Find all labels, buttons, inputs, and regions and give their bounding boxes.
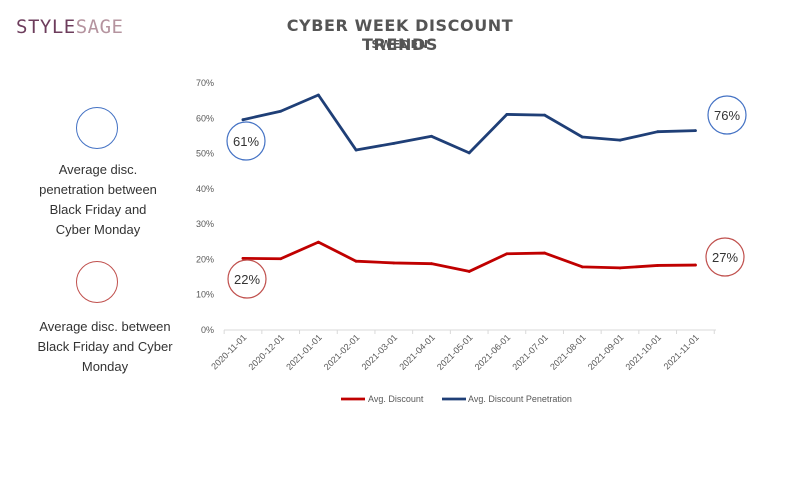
data-point — [543, 113, 546, 117]
discount-legend-circle — [76, 261, 118, 303]
legend-label: Avg. Discount — [368, 394, 424, 404]
penetration-legend-text: Average disc. penetration between Black … — [39, 162, 157, 237]
data-point — [354, 259, 358, 263]
stylesage-logo: STYLESAGE — [16, 16, 123, 38]
data-point — [430, 134, 433, 138]
x-tick-label: 2021-01-01 — [284, 332, 324, 372]
data-point — [241, 118, 245, 122]
data-point — [392, 141, 396, 145]
annotation-label: 27% — [712, 250, 738, 265]
data-point — [317, 240, 320, 244]
x-tick-label: 2021-02-01 — [322, 332, 362, 372]
x-tick-label: 2021-03-01 — [360, 332, 400, 372]
chart-subtitle: SWEDEN — [371, 38, 429, 51]
data-point — [430, 262, 433, 266]
x-tick-label: 2021-09-01 — [586, 332, 626, 372]
data-point — [354, 148, 358, 152]
x-tick-label: 2021-04-01 — [397, 332, 437, 372]
data-point — [317, 93, 320, 97]
data-point — [467, 151, 471, 155]
data-point — [656, 130, 660, 134]
x-tick-label: 2020-11-01 — [209, 332, 248, 371]
data-point — [694, 263, 697, 267]
annotation-circle — [707, 95, 747, 135]
annotation-label: 22% — [234, 272, 260, 287]
y-tick-label: 50% — [196, 149, 214, 159]
y-tick-label: 10% — [196, 290, 214, 300]
x-tick-label: 2021-08-01 — [548, 332, 588, 372]
data-point — [618, 138, 622, 142]
logo-text-style: STYLE — [16, 16, 76, 38]
data-point — [505, 252, 509, 256]
annotation-circle — [705, 237, 745, 277]
data-point — [618, 266, 622, 270]
penetration-legend-circle — [76, 107, 118, 149]
y-tick-label: 60% — [196, 113, 214, 123]
series-line-avg-discount-penetration — [241, 93, 697, 155]
annotation-label: 61% — [233, 134, 259, 149]
x-tick-label: 2021-06-01 — [473, 332, 513, 372]
data-point — [656, 264, 660, 267]
annotation-circle — [226, 121, 266, 161]
y-tick-label: 30% — [196, 219, 214, 229]
x-tick-label: 2021-05-01 — [435, 332, 475, 372]
data-point — [279, 109, 283, 113]
x-tick-label: 2021-11-01 — [662, 332, 701, 371]
data-point — [392, 261, 396, 265]
data-point — [505, 113, 509, 116]
x-tick-label: 2021-10-01 — [623, 332, 663, 372]
data-point — [580, 265, 584, 269]
annotation-circle — [227, 259, 267, 299]
data-point — [580, 135, 584, 139]
data-point — [279, 257, 283, 261]
legend-label: Avg. Discount Penetration — [468, 394, 572, 404]
y-tick-label: 0% — [201, 325, 214, 335]
y-tick-label: 70% — [196, 78, 214, 88]
data-point — [467, 270, 471, 273]
data-point — [694, 129, 697, 133]
data-point — [241, 256, 245, 260]
x-tick-label: 2021-07-01 — [510, 332, 550, 372]
y-tick-label: 20% — [196, 254, 214, 264]
logo-text-sage: SAGE — [75, 16, 124, 38]
chart-title: CYBER WEEK DISCOUNT TRENDS — [286, 16, 514, 54]
series-line-avg-discount — [241, 240, 697, 273]
data-point — [543, 251, 546, 255]
discount-legend-text: Average disc. between Black Friday and C… — [37, 319, 173, 374]
annotation-label: 76% — [714, 108, 740, 123]
x-tick-label: 2020-12-01 — [246, 332, 286, 372]
y-tick-label: 40% — [196, 184, 214, 194]
